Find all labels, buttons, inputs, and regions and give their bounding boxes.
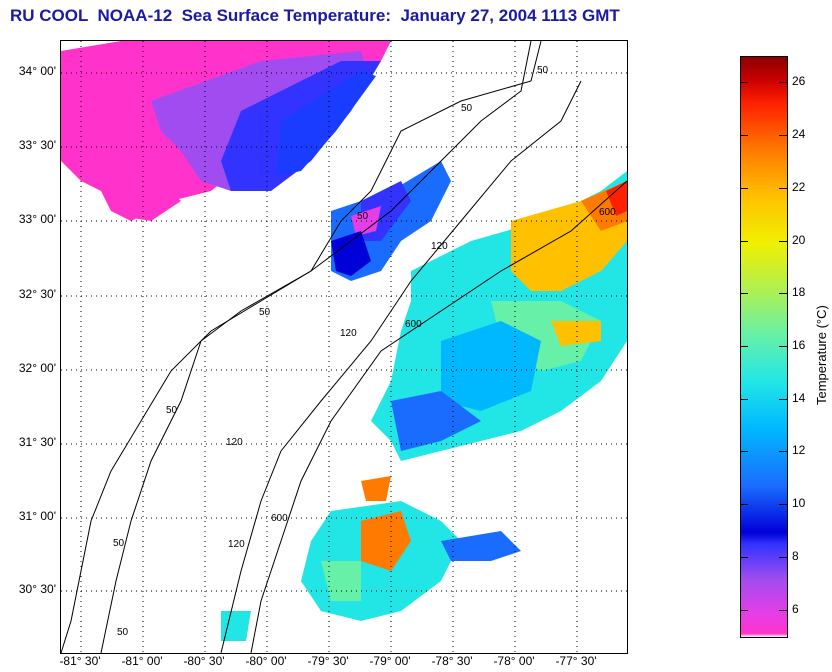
colorbar-tick-label: 16 [792, 338, 806, 352]
colorbar-tick-mark [779, 398, 787, 400]
contour-labels: 50 50 50 50 50 50 120 120 120 120 600 60… [113, 65, 616, 638]
sst-cold-plume-north [61, 41, 391, 221]
contour-label: 50 [357, 211, 369, 222]
lon-label: -78° 30' [431, 654, 473, 668]
colorbar-tick-mark [740, 240, 748, 242]
colorbar-tick-mark [740, 609, 748, 611]
sst-map: 50 50 50 50 50 50 120 120 120 120 600 60… [60, 40, 628, 654]
lat-label: 30° 30' [18, 582, 56, 596]
lon-label: -81° 30' [59, 654, 101, 668]
lat-label: 31° 00' [18, 509, 56, 523]
contour-label: 600 [599, 207, 616, 218]
colorbar-tick-label: 20 [792, 232, 806, 247]
contour-label: 50 [113, 538, 125, 549]
colorbar-tick-mark [740, 135, 748, 137]
contour-label: 120 [431, 241, 448, 252]
colorbar-tick-mark [779, 504, 787, 506]
contour-label: 600 [271, 513, 288, 524]
colorbar-tick-mark [740, 398, 748, 400]
map-title: RU COOL NOAA-12 Sea Surface Temperature:… [10, 6, 620, 25]
colorbar-tick-mark [779, 187, 787, 189]
depth-contours [100, 41, 627, 653]
coastline [61, 41, 532, 653]
colorbar-tick-mark [779, 293, 787, 295]
contour-label: 50 [537, 65, 549, 76]
contour-label: 120 [226, 437, 243, 448]
colorbar-tick-mark [740, 293, 748, 295]
lon-label: -79° 00' [369, 654, 411, 668]
colorbar-tick-mark [740, 187, 748, 189]
lat-label: 33° 00' [18, 212, 56, 226]
lon-label: -80° 30' [183, 654, 225, 668]
colorbar-title: Temperature (°C) [814, 305, 829, 405]
colorbar-tick-label: 24 [792, 127, 806, 142]
colorbar-tick-mark [779, 240, 787, 242]
lat-label: 33° 30' [18, 138, 56, 152]
contour-label: 50 [117, 627, 129, 638]
sst-gulf-stream [371, 171, 627, 461]
colorbar-tick-label: 8 [792, 548, 799, 563]
colorbar-tick-mark [779, 135, 787, 137]
colorbar-tick-label: 6 [792, 601, 799, 616]
colorbar-tick-label: 22 [792, 179, 806, 194]
contour-label: 50 [461, 103, 473, 114]
colorbar-tick-label: 10 [792, 496, 806, 511]
temperature-colorbar [740, 56, 788, 638]
contour-label: 120 [340, 328, 357, 339]
colorbar-tick-mark [740, 346, 748, 347]
contour-label: 120 [228, 539, 245, 550]
lon-label: -79° 30' [307, 654, 349, 668]
lon-label: -80° 00' [245, 654, 287, 668]
lat-label: 32° 30' [18, 287, 56, 301]
lon-label: -77° 30' [555, 654, 597, 668]
lon-label: -78° 00' [493, 654, 535, 668]
colorbar-tick-mark [740, 504, 748, 506]
lon-label: -81° 00' [121, 654, 163, 668]
lat-lon-grid [61, 41, 627, 653]
sst-map-canvas: 50 50 50 50 50 50 120 120 120 120 600 60… [61, 41, 627, 653]
colorbar-tick-mark [779, 609, 787, 611]
colorbar-tick-label: 14 [792, 390, 806, 405]
colorbar-tick-mark [740, 82, 748, 84]
colorbar-tick-mark [779, 556, 787, 558]
colorbar-tick-mark [740, 556, 748, 558]
colorbar-tick-mark [740, 451, 748, 453]
colorbar-tick-mark [779, 451, 787, 453]
sst-south-patches [221, 476, 521, 641]
contour-label: 50 [166, 405, 178, 416]
colorbar-tick-label: 26 [792, 74, 806, 89]
colorbar-tick-mark [779, 346, 787, 347]
contour-label: 600 [405, 319, 422, 330]
colorbar-tick-mark [779, 82, 787, 84]
colorbar-tick-label: 18 [792, 285, 806, 300]
lat-label: 32° 00' [18, 361, 56, 375]
lat-label: 31° 30' [18, 435, 56, 449]
colorbar-tick-label: 12 [792, 443, 806, 458]
lat-label: 34° 00' [18, 64, 56, 78]
contour-label: 50 [259, 307, 271, 318]
